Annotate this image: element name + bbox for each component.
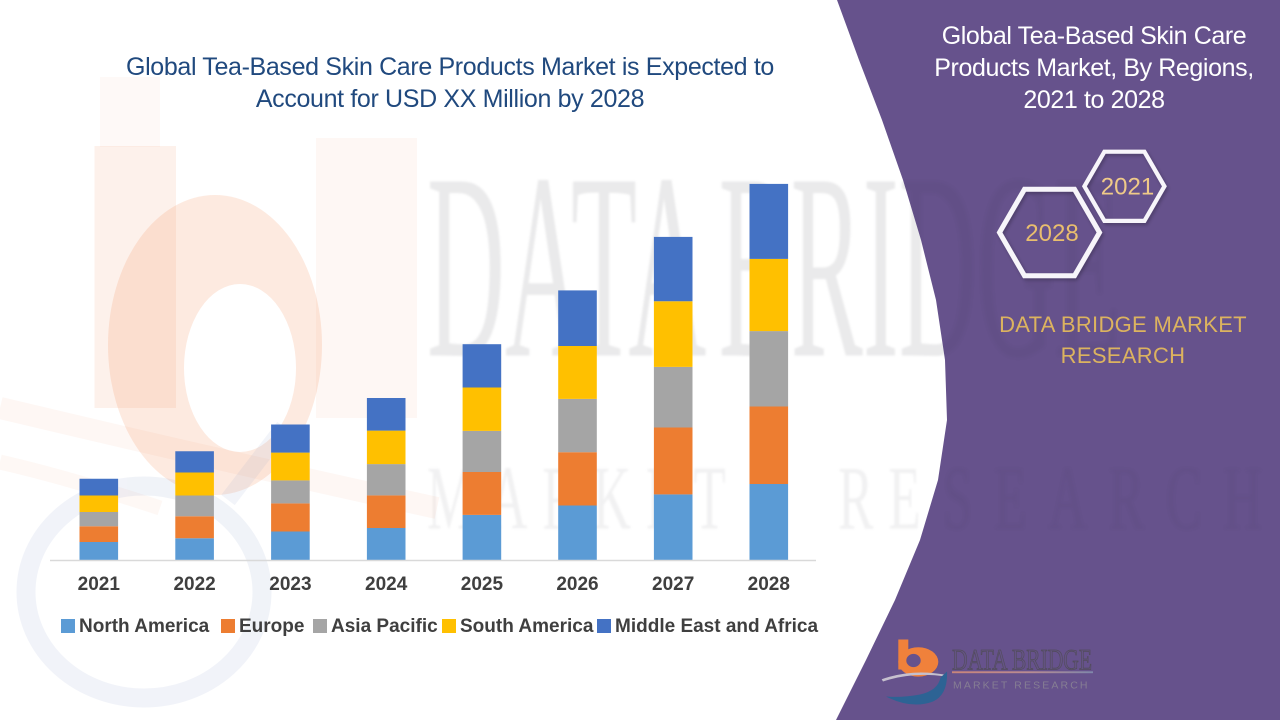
- svg-text:2021: 2021: [1101, 174, 1154, 201]
- svg-text:DATA BRIDGE: DATA BRIDGE: [952, 644, 1092, 677]
- svg-text:2028: 2028: [1025, 220, 1078, 247]
- svg-text:MARKET RESEARCH: MARKET RESEARCH: [953, 680, 1091, 692]
